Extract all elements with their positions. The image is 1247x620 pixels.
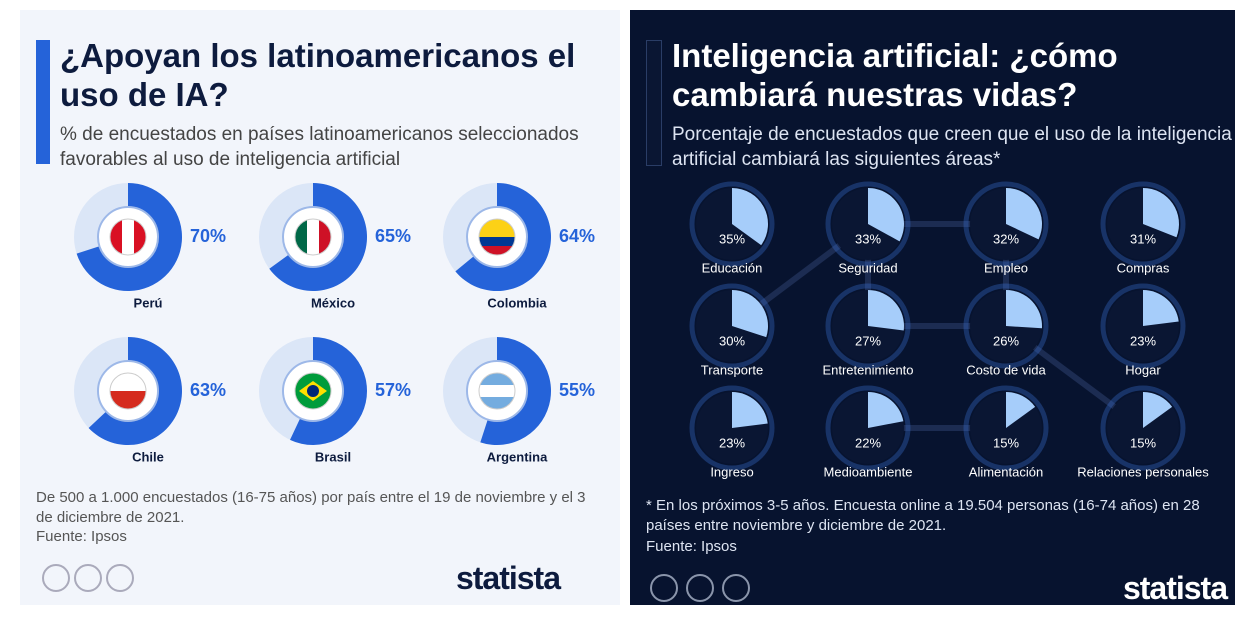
category-label: Empleo — [984, 260, 1028, 275]
category-label: Argentina — [487, 449, 548, 464]
chart-title: ¿Apoyan los latinoamericanos el uso de I… — [60, 37, 576, 113]
value-label: 32% — [993, 231, 1019, 246]
category-label: Brasil — [315, 449, 351, 464]
pie-slice — [732, 188, 768, 246]
category-label: Costo de vida — [966, 362, 1046, 377]
pie-glow — [963, 385, 1049, 471]
value-label: 26% — [993, 333, 1019, 348]
value-label: 35% — [719, 231, 745, 246]
pie-glow — [963, 283, 1049, 369]
pie-slice — [732, 290, 768, 338]
brand-logo: statista — [455, 560, 561, 596]
pie-glow — [825, 181, 911, 267]
category-label: Perú — [134, 295, 163, 310]
value-label: 70% — [190, 226, 226, 246]
flag-border — [109, 372, 147, 410]
pie-slice — [1143, 290, 1179, 326]
flag-icon — [479, 219, 515, 255]
flag-border — [478, 218, 516, 256]
category-label: Entretenimiento — [822, 362, 913, 377]
note: De 500 a 1.000 encuestados (16-75 años) … — [36, 489, 586, 526]
flag-border — [294, 218, 332, 256]
category-label: Compras — [1117, 260, 1170, 275]
panel-right: 35% Educación 33% Seguridad 32% Empleo 31% Comp… — [630, 10, 1235, 605]
pie-slice — [1143, 392, 1173, 428]
pie-slice — [1006, 188, 1042, 240]
note: * En los próximos 3-5 años. Encuesta onl… — [646, 497, 1200, 534]
value-label: 64% — [559, 226, 595, 246]
value-label: 15% — [1130, 435, 1156, 450]
value-label: 65% — [375, 226, 411, 246]
license-icon — [42, 564, 70, 592]
license-icon — [650, 574, 678, 602]
pie-glow — [1100, 283, 1186, 369]
flag-icon — [110, 219, 146, 255]
chart: 35% Educación 33% Seguridad 32% Empleo 31% Comp… — [650, 181, 1209, 602]
category-label: Medioambiente — [824, 464, 913, 479]
brand-logo: statista — [1122, 570, 1228, 605]
flag-icon — [295, 373, 331, 409]
value-label: 27% — [855, 333, 881, 348]
category-label: Alimentación — [969, 464, 1043, 479]
category-label: Ingreso — [710, 464, 753, 479]
pie-glow — [1100, 181, 1186, 267]
category-label: Relaciones personales — [1077, 464, 1209, 479]
pie-glow — [825, 385, 911, 471]
category-label: Colombia — [487, 295, 547, 310]
pie-glow — [689, 283, 775, 369]
flag-icon — [479, 373, 515, 409]
license-icon — [74, 564, 102, 592]
category-label: Educación — [702, 260, 763, 275]
value-label: 23% — [1130, 333, 1156, 348]
value-label: 55% — [559, 380, 595, 400]
chart-title: Inteligencia artificial: ¿cómo cambiará … — [672, 37, 1118, 113]
pie-slice — [868, 188, 904, 242]
pie-glow — [1100, 385, 1186, 471]
category-label: Hogar — [1125, 362, 1161, 377]
category-label: Transporte — [701, 362, 763, 377]
pie-glow — [689, 385, 775, 471]
pie-glow — [963, 181, 1049, 267]
value-label: 63% — [190, 380, 226, 400]
flag-icon — [295, 219, 331, 255]
value-label: 31% — [1130, 231, 1156, 246]
source: Fuente: Ipsos — [646, 538, 737, 555]
value-label: 57% — [375, 380, 411, 400]
pie-glow — [825, 283, 911, 369]
value-label: 30% — [719, 333, 745, 348]
flag-border — [478, 372, 516, 410]
value-label: 15% — [993, 435, 1019, 450]
pie-glow — [689, 181, 775, 267]
category-label: Seguridad — [838, 260, 897, 275]
value-label: 33% — [855, 231, 881, 246]
pie-slice — [868, 392, 904, 428]
license-icon — [722, 574, 750, 602]
panel-left: 70% Perú 65% México 64% Colombia 63% Chile 57% Br… — [20, 10, 620, 605]
accent-bar — [646, 40, 662, 166]
chart: 70% Perú 65% México 64% Colombia 63% Chile 57% Br… — [42, 183, 595, 592]
license-icon — [686, 574, 714, 602]
accent-bar — [36, 40, 50, 164]
pie-slice — [732, 392, 768, 428]
pie-slice — [868, 290, 904, 331]
chart-subtitle: % de encuestados en países latinoamerica… — [60, 124, 579, 170]
flag-icon — [110, 373, 146, 409]
value-label: 22% — [855, 435, 881, 450]
category-label: Chile — [132, 449, 164, 464]
value-label: 23% — [719, 435, 745, 450]
pie-slice — [1006, 290, 1042, 329]
flag-border — [109, 218, 147, 256]
license-icon — [106, 564, 134, 592]
pie-slice — [1143, 188, 1179, 238]
flag-border — [294, 372, 332, 410]
pie-slice — [1006, 392, 1036, 428]
source: Fuente: Ipsos — [36, 528, 127, 545]
category-label: México — [311, 295, 355, 310]
chart-subtitle: Porcentaje de encuestados que creen que … — [672, 124, 1232, 170]
